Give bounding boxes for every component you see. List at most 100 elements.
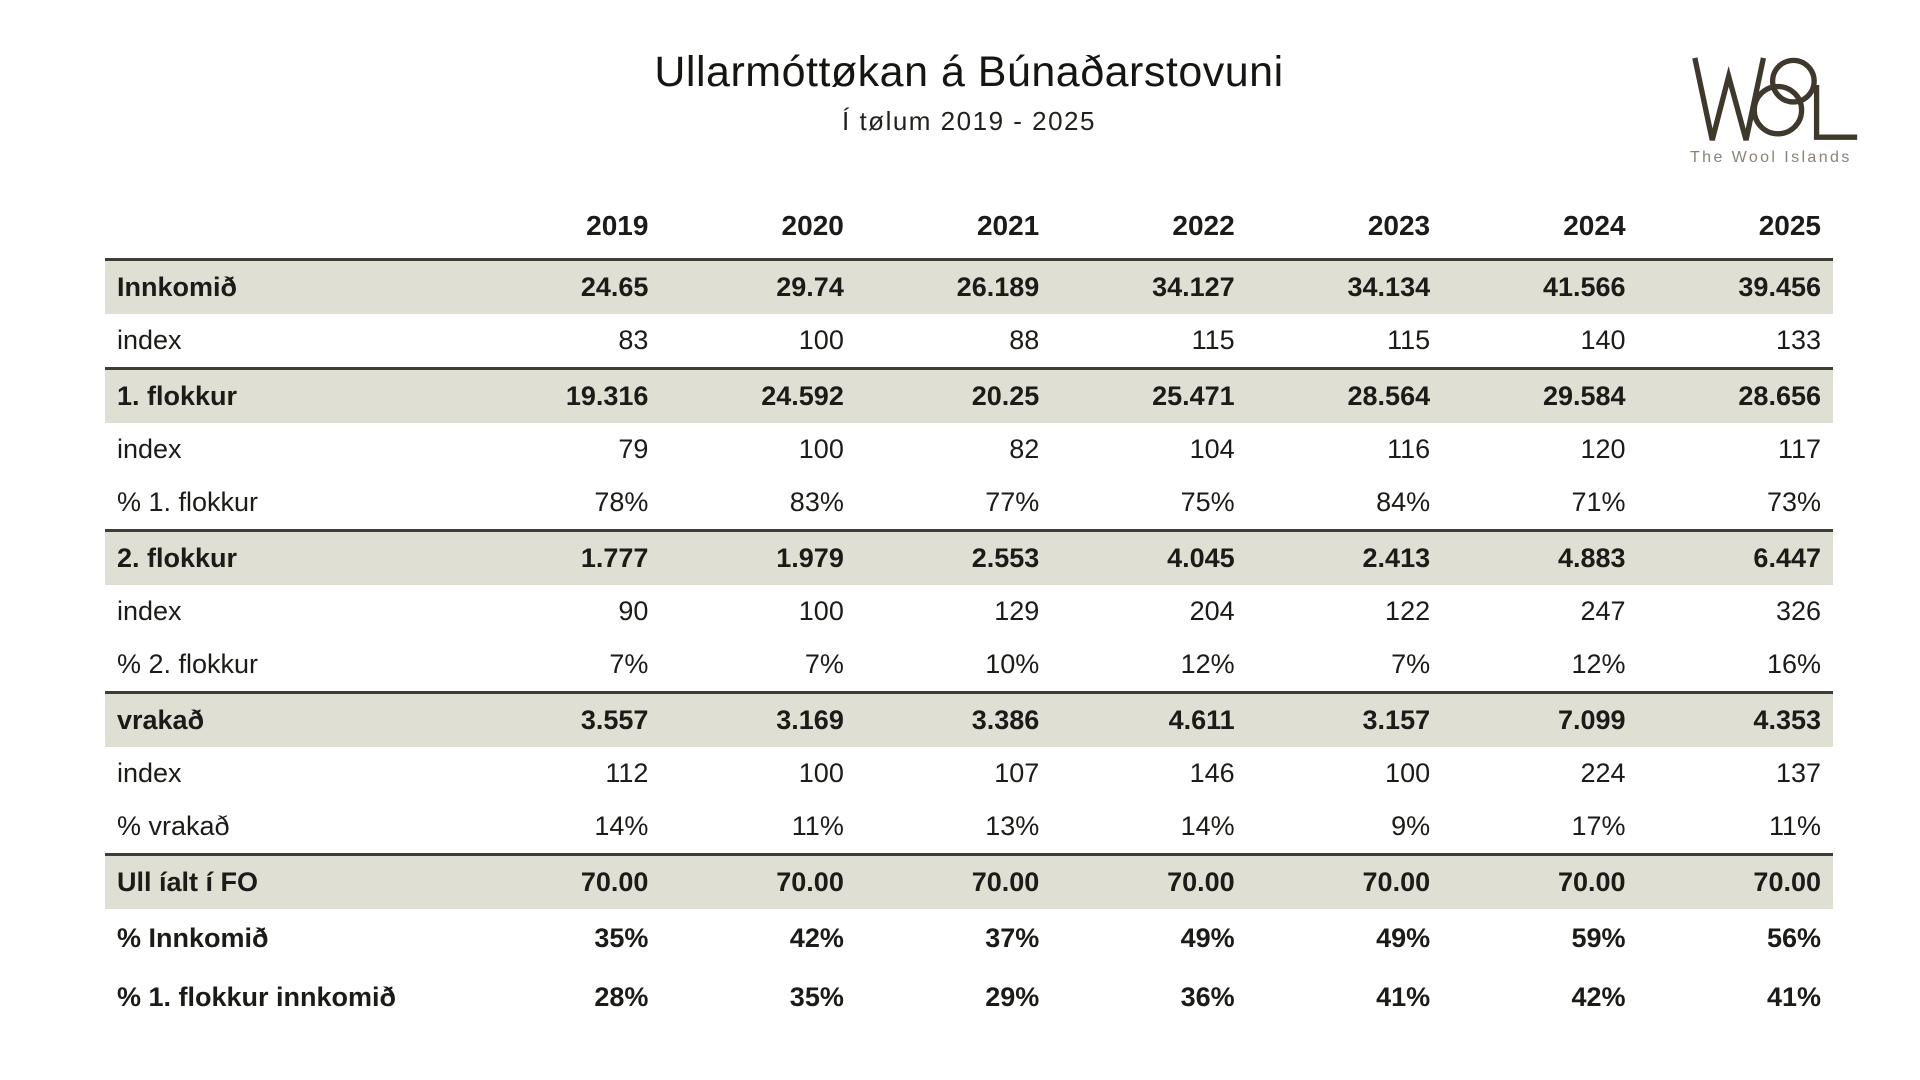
value-cell: 41% <box>1766 982 1821 1012</box>
value-cell: 9% <box>1391 811 1431 841</box>
value-cell: 2.553 <box>855 529 1052 585</box>
value-cell: 19.316 <box>465 367 661 423</box>
year-header-row: 2019 2020 2021 2022 2023 2024 2025 <box>105 210 1833 260</box>
value-cell: 70.00 <box>465 853 661 909</box>
page-title: Ullarmóttøkan á Búnaðarstovuni <box>654 48 1284 96</box>
table-row: % Innkomið 35% 42% 37% 49% 49% 59% 56% <box>105 909 1833 968</box>
table-row: % 2. flokkur 7% 7% 10% 12% 7% 12% 16% <box>105 638 1833 693</box>
value-cell: 14% <box>594 811 649 841</box>
value-cell: 29.74 <box>660 258 856 314</box>
table-row: index 112 100 107 146 100 224 137 <box>105 747 1833 800</box>
row-label: % 1. flokkur innkomið <box>117 982 397 1012</box>
value-cell: 88 <box>1009 325 1040 355</box>
value-cell: 1.777 <box>465 529 661 585</box>
year-column-header: 2020 <box>781 210 844 241</box>
heading-block: Ullarmóttøkan á Búnaðarstovuni Í tølum 2… <box>105 48 1833 137</box>
value-cell: 12% <box>1571 649 1626 679</box>
value-cell: 7% <box>1391 649 1431 679</box>
value-cell: 116 <box>1387 434 1431 464</box>
value-cell: 77% <box>985 487 1040 517</box>
value-cell: 73% <box>1766 487 1821 517</box>
value-cell: 70.00 <box>660 853 856 909</box>
value-cell: 70.00 <box>1442 853 1638 909</box>
table-row: index 90 100 129 204 122 247 326 <box>105 585 1833 638</box>
value-cell: 3.386 <box>855 691 1052 747</box>
value-cell: 56% <box>1766 923 1821 953</box>
table-row: index 79 100 82 104 116 120 117 <box>105 423 1833 476</box>
value-cell: 120 <box>1580 434 1626 464</box>
value-cell: 4.045 <box>1051 529 1247 585</box>
value-cell: 35% <box>594 923 649 953</box>
row-label: Ull íalt í FO <box>105 853 465 909</box>
value-cell: 12% <box>1180 649 1235 679</box>
value-cell: 28.656 <box>1637 367 1833 423</box>
table-row: 2. flokkur 1.777 1.979 2.553 4.045 2.413… <box>105 529 1833 585</box>
row-label: 2. flokkur <box>105 529 465 585</box>
value-cell: 204 <box>1189 596 1235 626</box>
value-cell: 36% <box>1180 982 1235 1012</box>
table-row: 1. flokkur 19.316 24.592 20.25 25.471 28… <box>105 367 1833 423</box>
value-cell: 6.447 <box>1637 529 1833 585</box>
value-cell: 29.584 <box>1442 367 1638 423</box>
logo-brand-text: The Wool Islands <box>1690 149 1852 166</box>
value-cell: 100 <box>798 758 844 788</box>
value-cell: 28% <box>594 982 649 1012</box>
value-cell: 82 <box>1009 434 1040 464</box>
table-row: % vrakað 14% 11% 13% 14% 9% 17% 11% <box>105 800 1833 855</box>
value-cell: 100 <box>798 434 844 464</box>
value-cell: 10% <box>985 649 1040 679</box>
year-column-header: 2021 <box>976 210 1040 241</box>
value-cell: 84% <box>1376 487 1431 517</box>
row-label: index <box>117 596 182 626</box>
value-cell: 49% <box>1376 923 1431 953</box>
value-cell: 41% <box>1376 982 1431 1012</box>
value-cell: 75% <box>1180 487 1235 517</box>
table-row: Ull íalt í FO 70.00 70.00 70.00 70.00 70… <box>105 853 1833 909</box>
value-cell: 117 <box>1777 434 1821 464</box>
row-label: % 2. flokkur <box>117 649 259 679</box>
value-cell: 20.25 <box>855 367 1052 423</box>
value-cell: 122 <box>1385 596 1431 626</box>
table-row: % 1. flokkur 78% 83% 77% 75% 84% 71% 73% <box>105 476 1833 531</box>
value-cell: 24.65 <box>465 258 661 314</box>
value-cell: 16% <box>1766 649 1821 679</box>
value-cell: 11% <box>791 811 844 841</box>
value-cell: 107 <box>994 758 1040 788</box>
row-label: index <box>117 434 182 464</box>
table-row: vrakað 3.557 3.169 3.386 4.611 3.157 7.0… <box>105 691 1833 747</box>
value-cell: 35% <box>789 982 844 1012</box>
value-cell: 49% <box>1180 923 1235 953</box>
table-row: % 1. flokkur innkomið 28% 35% 29% 36% 41… <box>105 968 1833 1027</box>
value-cell: 42% <box>789 923 844 953</box>
value-cell: 59% <box>1571 923 1626 953</box>
value-cell: 34.134 <box>1246 258 1443 314</box>
row-label: index <box>117 758 182 788</box>
year-column-header: 2019 <box>586 210 649 241</box>
value-cell: 140 <box>1580 325 1626 355</box>
value-cell: 1.979 <box>660 529 856 585</box>
year-column-header: 2022 <box>1172 210 1235 241</box>
value-cell: 146 <box>1189 758 1235 788</box>
value-cell: 3.169 <box>660 691 856 747</box>
row-label: % Innkomið <box>117 923 269 953</box>
value-cell: 42% <box>1571 982 1626 1012</box>
value-cell: 29% <box>985 982 1040 1012</box>
value-cell: 112 <box>605 758 649 788</box>
value-cell: 26.189 <box>855 258 1052 314</box>
page-subtitle: Í tølum 2019 - 2025 <box>842 106 1096 136</box>
row-label: index <box>117 325 182 355</box>
wool-statistics-table: 2019 2020 2021 2022 2023 2024 2025 Innko… <box>105 210 1833 1027</box>
table-row: index 83 100 88 115 115 140 133 <box>105 314 1833 369</box>
value-cell: 34.127 <box>1051 258 1247 314</box>
value-cell: 3.557 <box>465 691 661 747</box>
row-label: 1. flokkur <box>105 367 465 423</box>
value-cell: 7% <box>609 649 649 679</box>
value-cell: 14% <box>1180 811 1235 841</box>
value-cell: 3.157 <box>1246 691 1443 747</box>
row-label: vrakað <box>105 691 465 747</box>
value-cell: 90 <box>618 596 649 626</box>
label-column-header <box>105 210 465 260</box>
value-cell: 137 <box>1775 758 1821 788</box>
value-cell: 224 <box>1580 758 1626 788</box>
